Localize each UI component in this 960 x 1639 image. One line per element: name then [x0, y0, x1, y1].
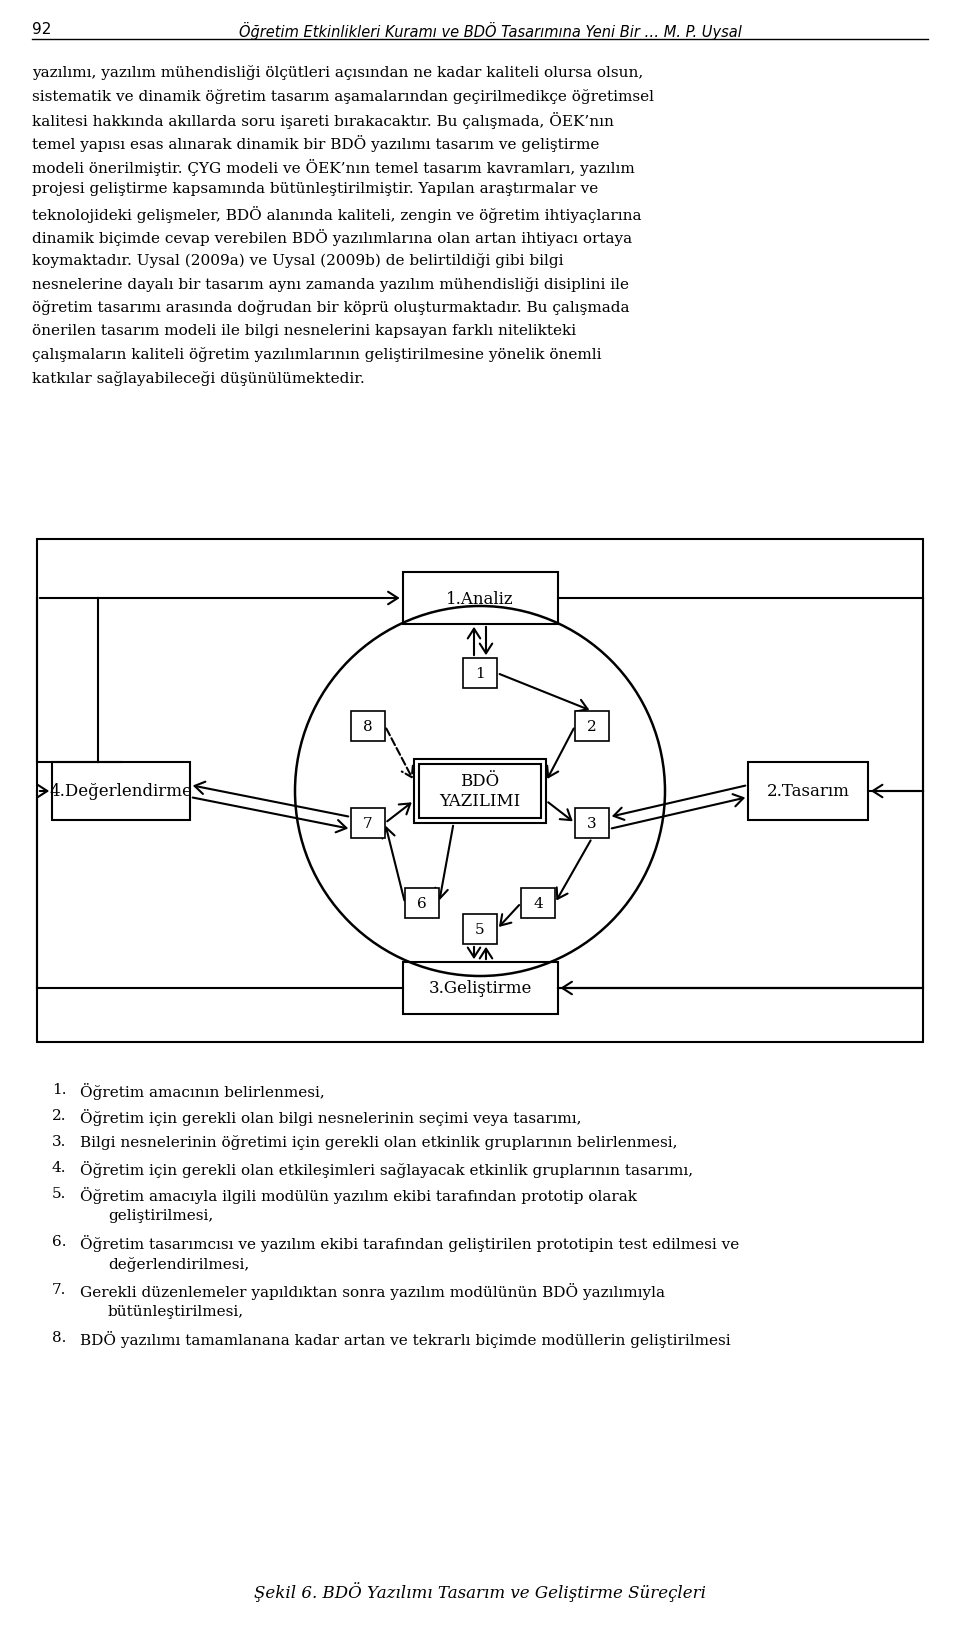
- Bar: [351, 711, 385, 741]
- Bar: [748, 762, 868, 821]
- FancyArrowPatch shape: [612, 795, 743, 829]
- Bar: [463, 915, 497, 944]
- Text: modeli önerilmiştir. ÇYG modeli ve ÖEK’nın temel tasarım kavramları, yazılım: modeli önerilmiştir. ÇYG modeli ve ÖEK’n…: [32, 159, 635, 175]
- Text: 7: 7: [363, 816, 372, 831]
- Text: Öğretim Etkinlikleri Kuramı ve BDÖ Tasarımına Yeni Bir … M. P. Uysal: Öğretim Etkinlikleri Kuramı ve BDÖ Tasar…: [239, 21, 741, 39]
- FancyArrowPatch shape: [436, 826, 453, 898]
- Bar: [414, 759, 546, 823]
- Bar: [52, 762, 190, 821]
- Text: 3.Geliştirme: 3.Geliştirme: [428, 980, 532, 997]
- Text: 1: 1: [475, 667, 485, 680]
- Text: dinamik biçimde cevap verebilen BDÖ yazılımlarına olan artan ihtiyacı ortaya: dinamik biçimde cevap verebilen BDÖ yazı…: [32, 229, 632, 246]
- FancyArrowPatch shape: [193, 798, 347, 833]
- FancyArrowPatch shape: [468, 947, 480, 957]
- Bar: [575, 711, 609, 741]
- Text: 4: 4: [533, 897, 542, 910]
- FancyArrowPatch shape: [195, 782, 348, 816]
- FancyArrowPatch shape: [499, 675, 588, 711]
- Bar: [402, 572, 558, 624]
- FancyArrowPatch shape: [386, 729, 413, 779]
- Text: 5: 5: [475, 923, 485, 936]
- Text: Öğretim için gerekli olan bilgi nesnelerinin seçimi veya tasarımı,: Öğretim için gerekli olan bilgi nesneler…: [80, 1108, 582, 1126]
- Bar: [37, 539, 923, 1042]
- Text: sistematik ve dinamik öğretim tasarım aşamalarından geçirilmedikçe öğretimsel: sistematik ve dinamik öğretim tasarım aş…: [32, 89, 654, 103]
- Text: bütünleştirilmesi,: bütünleştirilmesi,: [108, 1305, 244, 1318]
- FancyArrowPatch shape: [548, 803, 571, 821]
- Text: nesnelerine dayalı bir tasarım aynı zamanda yazılım mühendisliği disiplini ile: nesnelerine dayalı bir tasarım aynı zama…: [32, 277, 629, 292]
- FancyArrowPatch shape: [480, 949, 492, 959]
- Text: 2: 2: [588, 720, 597, 734]
- Text: projesi geliştirme kapsamında bütünleştirilmiştir. Yapılan araştırmalar ve: projesi geliştirme kapsamında bütünleşti…: [32, 182, 598, 197]
- Text: yazılımı, yazılım mühendisliği ölçütleri açısından ne kadar kaliteli olursa olsu: yazılımı, yazılım mühendisliği ölçütleri…: [32, 66, 643, 80]
- Text: BDÖ: BDÖ: [461, 774, 499, 790]
- Bar: [402, 962, 558, 1015]
- Text: 8: 8: [363, 720, 372, 734]
- Text: 92: 92: [32, 21, 52, 38]
- Bar: [463, 659, 497, 688]
- FancyArrowPatch shape: [500, 905, 519, 926]
- Text: Bilgi nesnelerinin öğretimi için gerekli olan etkinlik gruplarının belirlenmesi,: Bilgi nesnelerinin öğretimi için gerekli…: [80, 1134, 678, 1149]
- Text: 1.: 1.: [52, 1082, 66, 1096]
- Text: YAZILIMI: YAZILIMI: [440, 793, 520, 810]
- Text: 6: 6: [418, 897, 427, 910]
- Text: 8.: 8.: [52, 1331, 66, 1344]
- Text: kalitesi hakkında akıllarda soru işareti bırakacaktır. Bu çalışmada, ÖEK’nın: kalitesi hakkında akıllarda soru işareti…: [32, 111, 613, 129]
- Text: 7.: 7.: [52, 1282, 66, 1296]
- FancyArrowPatch shape: [382, 828, 404, 901]
- Text: 2.: 2.: [52, 1108, 66, 1123]
- Text: Öğretim için gerekli olan etkileşimleri sağlayacak etkinlik gruplarının tasarımı: Öğretim için gerekli olan etkileşimleri …: [80, 1160, 693, 1177]
- Text: 5.: 5.: [52, 1187, 66, 1200]
- Text: değerlendirilmesi,: değerlendirilmesi,: [108, 1255, 250, 1272]
- FancyArrowPatch shape: [613, 787, 745, 821]
- Bar: [351, 808, 385, 839]
- Text: BDÖ yazılımı tamamlanana kadar artan ve tekrarlı biçimde modüllerin geliştirilme: BDÖ yazılımı tamamlanana kadar artan ve …: [80, 1331, 731, 1347]
- FancyArrowPatch shape: [563, 982, 921, 995]
- Text: teknolojideki gelişmeler, BDÖ alanında kaliteli, zengin ve öğretim ihtiyaçlarına: teknolojideki gelişmeler, BDÖ alanında k…: [32, 207, 641, 223]
- FancyArrowPatch shape: [547, 729, 574, 779]
- Text: 1.Analiz: 1.Analiz: [446, 590, 514, 606]
- Text: 2.Tasarım: 2.Tasarım: [767, 783, 850, 800]
- Text: 4.Değerlendirme: 4.Değerlendirme: [50, 783, 192, 800]
- Text: öğretim tasarımı arasında doğrudan bir köprü oluşturmaktadır. Bu çalışmada: öğretim tasarımı arasında doğrudan bir k…: [32, 300, 630, 315]
- Text: temel yapısı esas alınarak dinamik bir BDÖ yazılımı tasarım ve geliştirme: temel yapısı esas alınarak dinamik bir B…: [32, 136, 599, 152]
- Text: 3.: 3.: [52, 1134, 66, 1149]
- Text: önerilen tasarım modeli ile bilgi nesnelerini kapsayan farklı nitelikteki: önerilen tasarım modeli ile bilgi nesnel…: [32, 323, 576, 338]
- Text: 4.: 4.: [52, 1160, 66, 1174]
- Text: Öğretim tasarımcısı ve yazılım ekibi tarafından geliştirilen prototipin test edi: Öğretim tasarımcısı ve yazılım ekibi tar…: [80, 1234, 739, 1251]
- Bar: [405, 888, 439, 918]
- Text: Öğretim amacının belirlenmesi,: Öğretim amacının belirlenmesi,: [80, 1082, 324, 1100]
- Bar: [575, 808, 609, 839]
- Text: Gerekli düzenlemeler yapıldıktan sonra yazılım modülünün BDÖ yazılımıyla: Gerekli düzenlemeler yapıldıktan sonra y…: [80, 1282, 665, 1300]
- Text: 6.: 6.: [52, 1234, 66, 1249]
- Text: Öğretim amacıyla ilgili modülün yazılım ekibi tarafından prototip olarak: Öğretim amacıyla ilgili modülün yazılım …: [80, 1187, 637, 1203]
- Text: katkılar sağlayabileceği düşünülümektedir.: katkılar sağlayabileceği düşünülümektedi…: [32, 370, 365, 385]
- Bar: [521, 888, 555, 918]
- FancyArrowPatch shape: [468, 629, 480, 656]
- FancyArrowPatch shape: [37, 785, 47, 798]
- Text: çalışmaların kaliteli öğretim yazılımlarının geliştirilmesine yönelik önemli: çalışmaların kaliteli öğretim yazılımlar…: [32, 347, 602, 362]
- Text: 3: 3: [588, 816, 597, 831]
- Text: Şekil 6. BDÖ Yazılımı Tasarım ve Geliştirme Süreçleri: Şekil 6. BDÖ Yazılımı Tasarım ve Gelişti…: [254, 1582, 706, 1601]
- FancyArrowPatch shape: [557, 841, 590, 900]
- FancyArrowPatch shape: [39, 592, 397, 605]
- FancyArrowPatch shape: [387, 805, 410, 821]
- Text: koymaktadır. Uysal (2009a) ve Uysal (2009b) de belirtildiği gibi bilgi: koymaktadır. Uysal (2009a) ve Uysal (200…: [32, 252, 564, 267]
- FancyArrowPatch shape: [873, 785, 921, 798]
- Text: geliştirilmesi,: geliştirilmesi,: [108, 1208, 213, 1223]
- FancyArrowPatch shape: [480, 628, 492, 654]
- Bar: [419, 764, 541, 818]
